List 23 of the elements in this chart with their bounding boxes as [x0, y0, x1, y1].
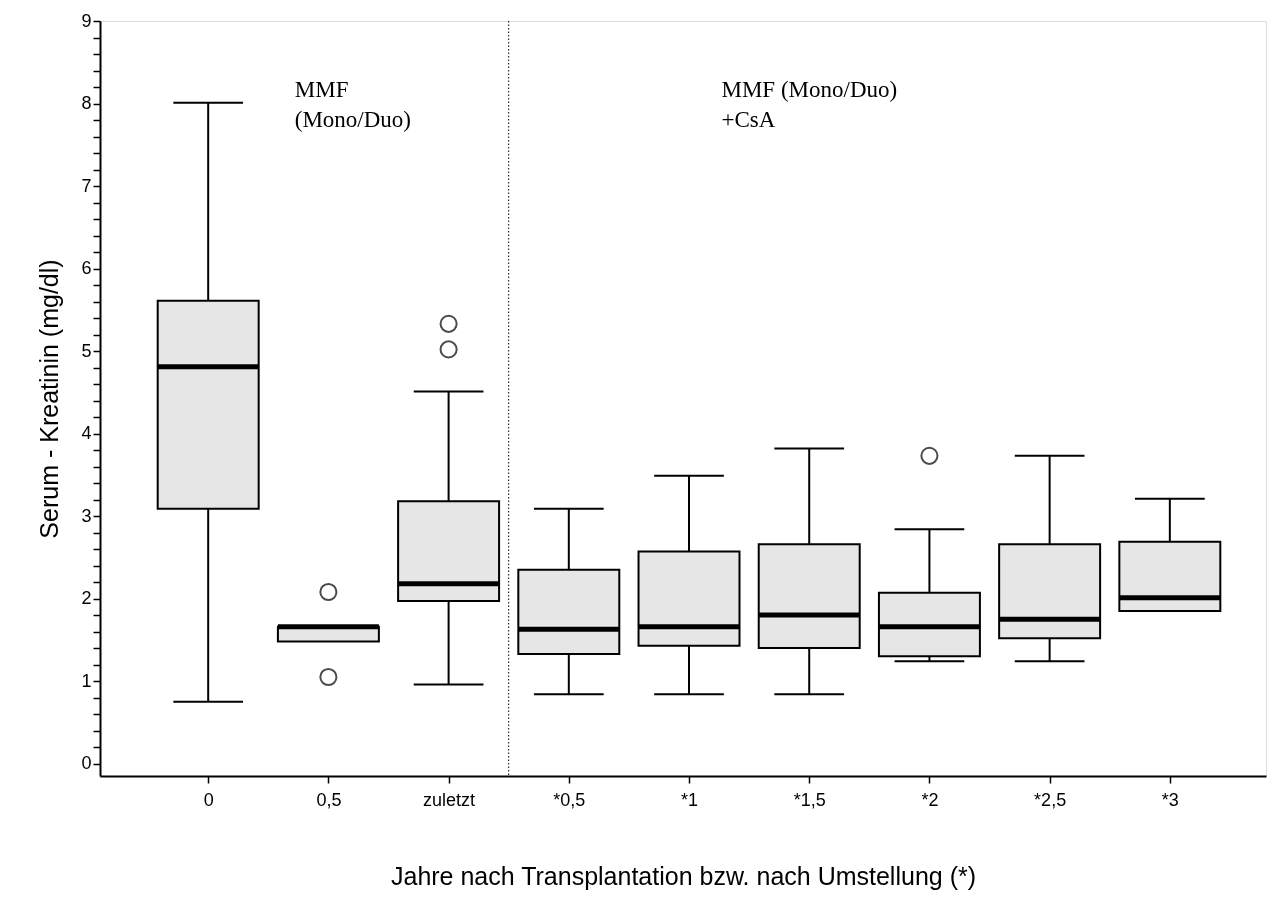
y-tick-label: 5	[81, 340, 92, 361]
annotation: MMF (Mono/Duo) +CsA	[721, 76, 898, 132]
x-tick-label: *2,5	[1034, 789, 1067, 810]
y-tick-label: 3	[81, 505, 92, 526]
x-tick-label: *1,5	[793, 789, 826, 810]
y-tick-label: 9	[81, 10, 92, 31]
y-tick-label: 1	[81, 670, 92, 691]
x-tick-label: *3	[1161, 789, 1179, 810]
x-tick-label: 0,5	[316, 789, 342, 810]
x-tick-label: 0	[203, 789, 214, 810]
x-tick-label: *0,5	[553, 789, 586, 810]
x-tick-label: *1	[681, 789, 699, 810]
x-tick-label: zuletzt	[423, 789, 476, 810]
y-tick-label: 6	[81, 258, 92, 279]
y-tick-label: 0	[81, 753, 92, 774]
x-tick-label: *2	[921, 789, 939, 810]
annotation: MMF (Mono/Duo)	[294, 76, 412, 132]
x-axis-title: Jahre nach Transplantation bzw. nach Umstellung (*)	[390, 861, 977, 890]
y-axis-title: Serum - Kreatinin (mg/dl)	[35, 259, 64, 539]
y-tick-label: 7	[81, 175, 92, 196]
y-tick-label: 2	[81, 588, 92, 609]
y-tick-label: 4	[81, 423, 92, 444]
y-tick-label: 8	[81, 93, 92, 114]
